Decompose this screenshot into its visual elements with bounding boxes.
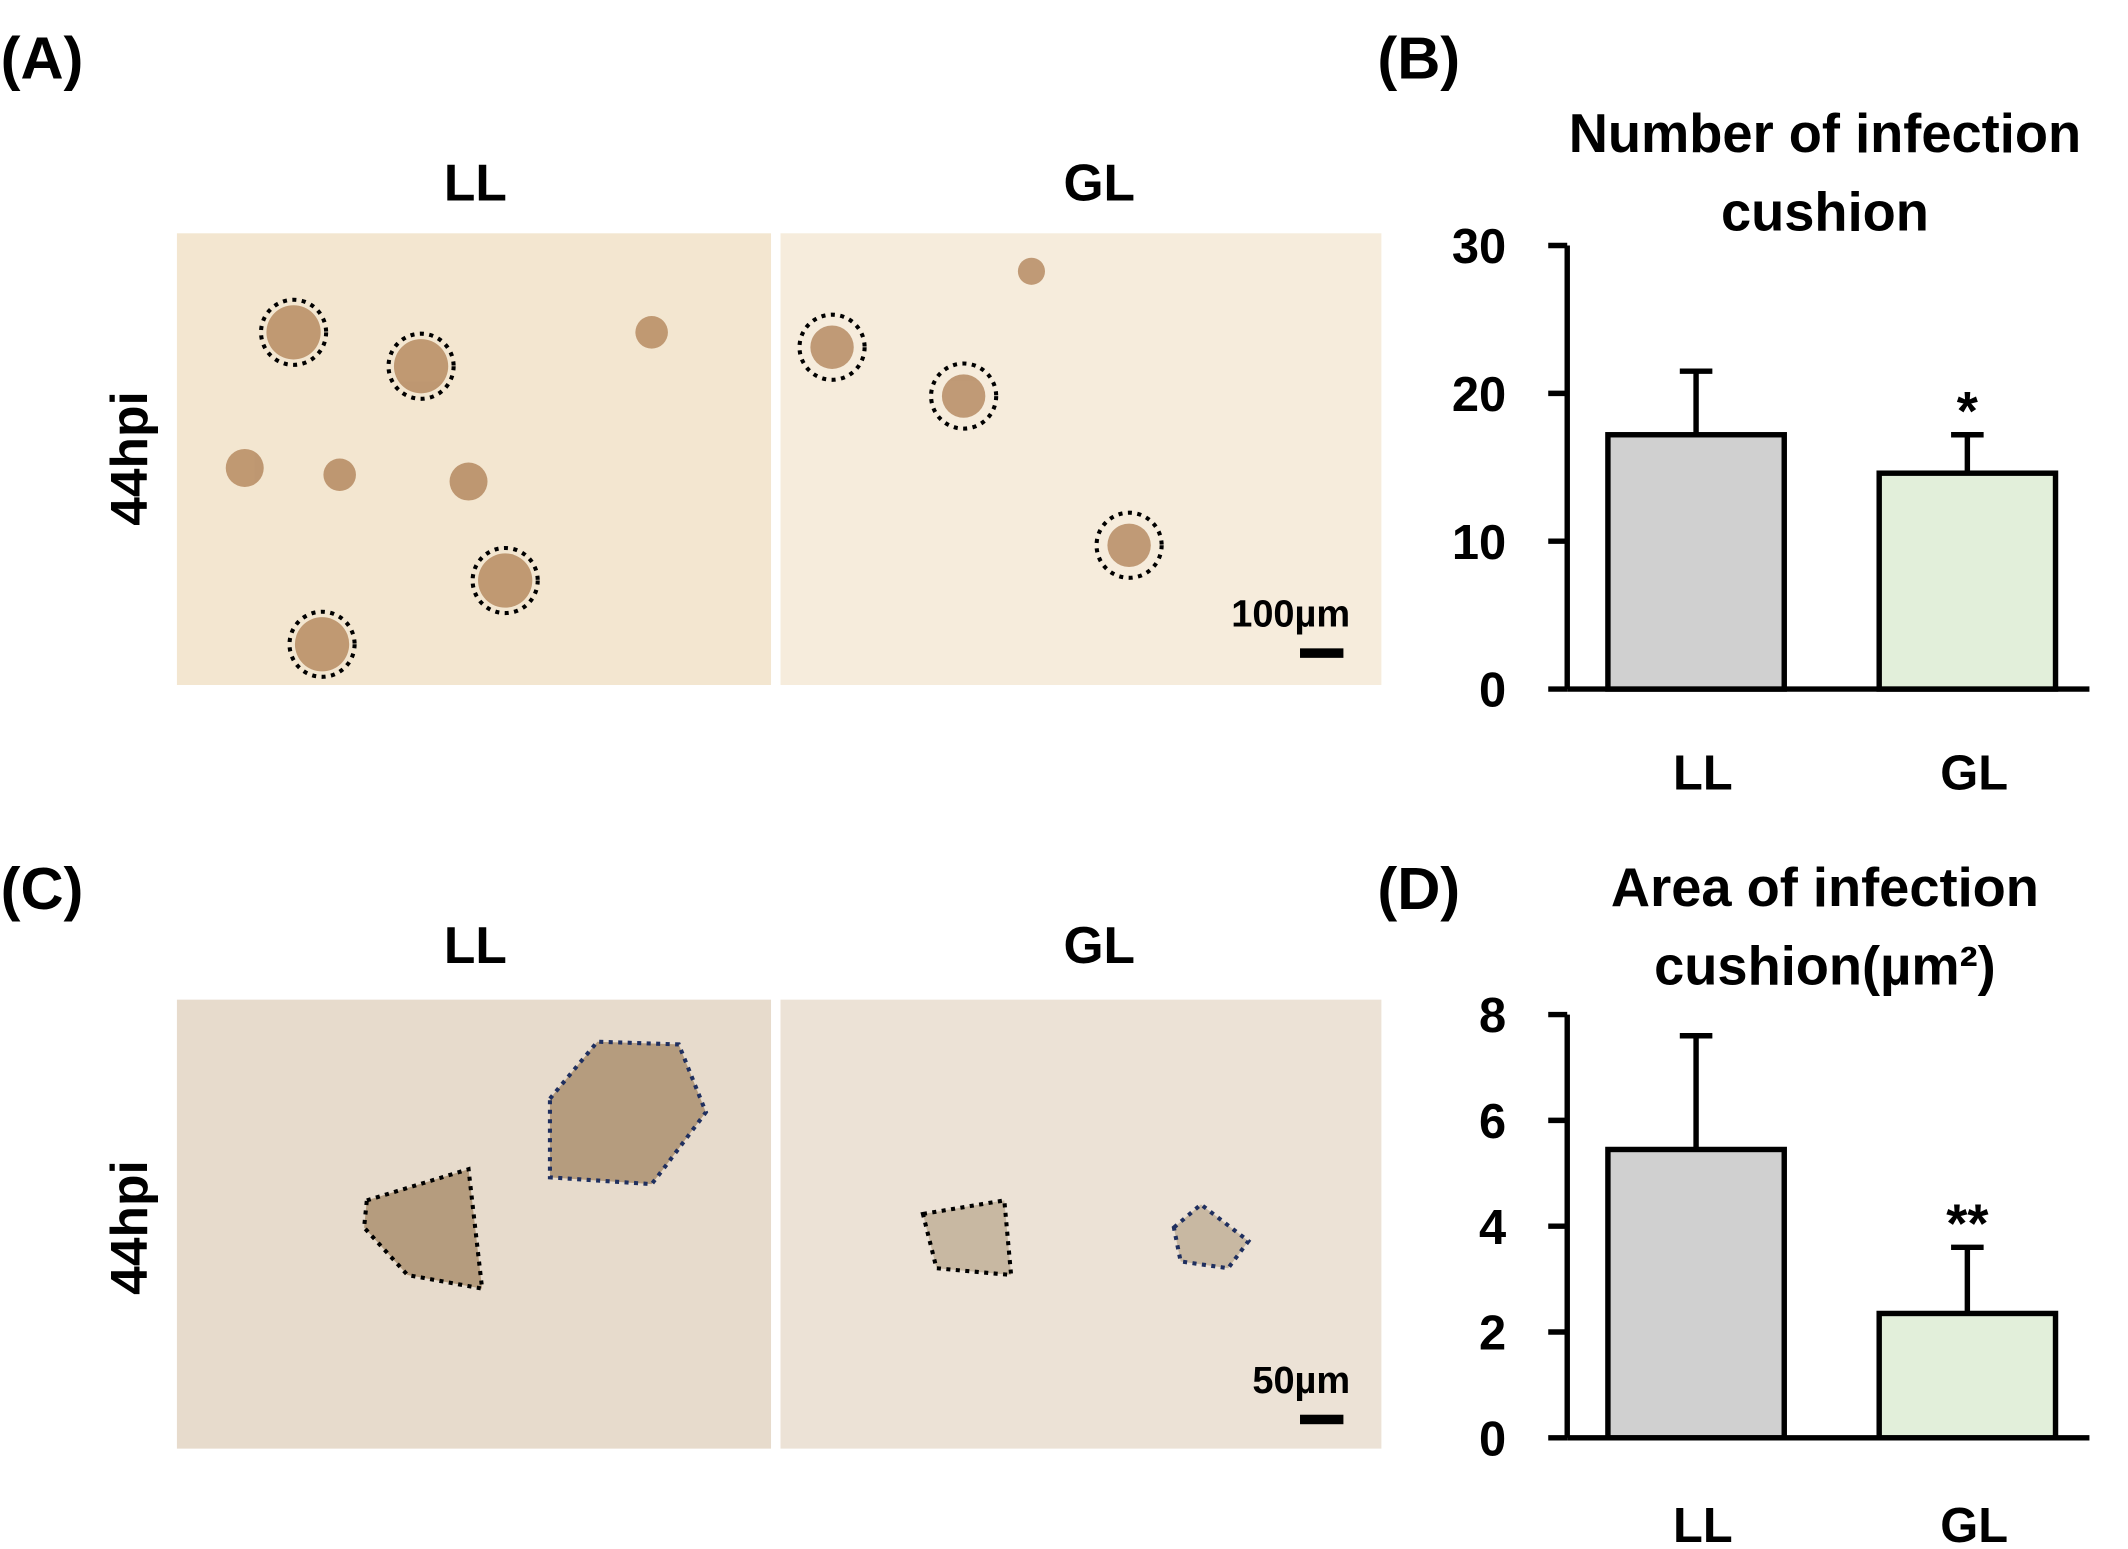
x-tick-label: LL [1673,1499,1733,1549]
bar [1876,1310,2059,1441]
column-label: GL [1063,916,1135,974]
cell-clusters [225,257,1151,672]
row-label: 44hpi [100,1160,158,1295]
row-label: 44hpi [100,391,158,526]
scale-bar [1300,1414,1344,1425]
chart-title: cushion(µm²) [1654,937,1996,997]
y-tick-label: 20 [1452,368,1506,422]
micrograph [176,233,772,685]
scale-label: 50µm [1252,1360,1350,1402]
micrograph [780,999,1382,1449]
cushion-regions [361,1039,1252,1292]
panel-label: (A) [1,25,84,92]
x-tick-label: GL [1940,1499,2008,1549]
bar [1605,1146,1787,1441]
panel-label: (C) [1,855,84,922]
micrograph [780,233,1382,685]
y-tick-label: 6 [1479,1095,1506,1149]
panel-label: (B) [1377,25,1460,92]
significance-mark: * [1957,381,1979,441]
chart-title: Area of infection [1611,858,2039,918]
y-tick-label: 4 [1479,1201,1506,1255]
x-tick-label: GL [1940,746,2008,800]
scale-bar [1300,648,1344,658]
bar [1876,470,2059,692]
y-tick-label: 8 [1479,989,1506,1043]
y-tick-label: 30 [1452,220,1506,274]
bar [1605,432,1787,692]
y-tick-label: 0 [1479,664,1506,718]
significance-mark: ** [1946,1194,1989,1254]
column-label: LL [444,916,507,974]
column-label: LL [444,154,507,212]
panel-label: (D) [1377,855,1460,922]
chart-title: Number of infection [1569,104,2081,164]
y-tick-label: 0 [1479,1412,1506,1466]
x-tick-label: LL [1673,746,1733,800]
y-tick-label: 10 [1452,516,1506,570]
chart-title: cushion [1721,183,1929,243]
column-label: GL [1063,154,1135,212]
y-tick-label: 2 [1479,1307,1506,1361]
scale-label: 100µm [1231,594,1350,636]
